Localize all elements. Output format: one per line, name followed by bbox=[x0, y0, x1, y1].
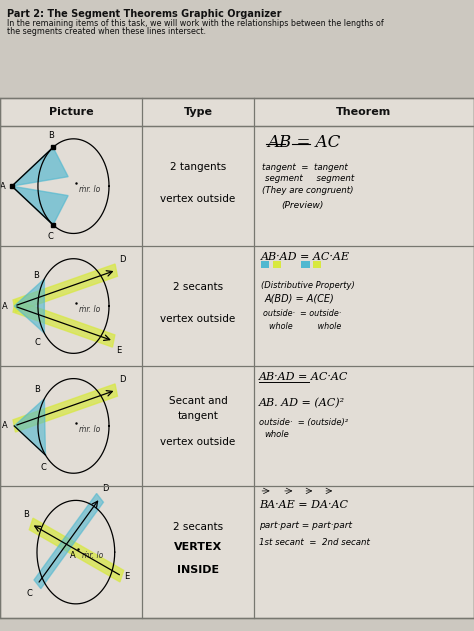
Polygon shape bbox=[29, 518, 124, 582]
Text: ṁr. lo: ṁr. lo bbox=[79, 425, 100, 433]
Text: (Distributive Property): (Distributive Property) bbox=[261, 281, 355, 290]
Text: D: D bbox=[118, 375, 125, 384]
Polygon shape bbox=[14, 279, 45, 333]
Text: Picture: Picture bbox=[49, 107, 93, 117]
Text: vertex outside: vertex outside bbox=[160, 314, 236, 324]
Text: 2 tangents: 2 tangents bbox=[170, 162, 226, 172]
Text: Secant and: Secant and bbox=[169, 396, 227, 406]
Polygon shape bbox=[34, 493, 103, 589]
Bar bbox=[301, 261, 310, 268]
Text: (Preview): (Preview) bbox=[281, 201, 323, 209]
Text: ṁr. lo: ṁr. lo bbox=[79, 305, 100, 314]
Text: AB·AD = AC·AC: AB·AD = AC·AC bbox=[259, 372, 349, 382]
Text: tangent: tangent bbox=[177, 411, 219, 422]
Text: B: B bbox=[33, 271, 39, 280]
Text: D: D bbox=[102, 484, 109, 493]
Polygon shape bbox=[13, 384, 118, 432]
Text: AB. AD = (AC)²: AB. AD = (AC)² bbox=[259, 398, 346, 408]
Text: E: E bbox=[124, 572, 129, 581]
Text: ṁr. lo: ṁr. lo bbox=[82, 551, 103, 560]
Text: D: D bbox=[118, 255, 125, 264]
Bar bbox=[273, 261, 281, 268]
Text: B: B bbox=[48, 131, 54, 140]
Text: whole          whole: whole whole bbox=[269, 322, 341, 331]
Bar bbox=[313, 261, 321, 268]
Text: A(BD) = A(CE): A(BD) = A(CE) bbox=[264, 293, 334, 304]
Text: tangent  =  tangent: tangent = tangent bbox=[262, 163, 348, 172]
Text: BA·AE = DA·AC: BA·AE = DA·AC bbox=[259, 500, 348, 510]
Text: A: A bbox=[2, 422, 8, 430]
Text: the segments created when these lines intersect.: the segments created when these lines in… bbox=[7, 27, 206, 36]
Text: C: C bbox=[40, 463, 46, 471]
Text: (They are congruent): (They are congruent) bbox=[262, 186, 354, 195]
Text: AB·AD = AC·AE: AB·AD = AC·AE bbox=[261, 252, 350, 262]
Text: ṁr. lo: ṁr. lo bbox=[79, 185, 100, 194]
Text: VERTEX: VERTEX bbox=[174, 542, 222, 552]
Polygon shape bbox=[12, 186, 68, 225]
Text: INSIDE: INSIDE bbox=[177, 565, 219, 575]
Text: AB = AC: AB = AC bbox=[267, 134, 340, 151]
Text: outside·  = outside·: outside· = outside· bbox=[263, 309, 341, 318]
Text: outside·  = (outside)²: outside· = (outside)² bbox=[259, 418, 348, 427]
Text: vertex outside: vertex outside bbox=[160, 437, 236, 447]
Text: vertex outside: vertex outside bbox=[160, 194, 236, 204]
Text: whole: whole bbox=[264, 430, 289, 439]
Text: B: B bbox=[23, 510, 29, 519]
Text: C: C bbox=[48, 232, 54, 242]
Text: segment     segment: segment segment bbox=[265, 174, 355, 182]
Text: B: B bbox=[34, 385, 40, 394]
Polygon shape bbox=[13, 300, 115, 347]
Text: part·part = part·part: part·part = part·part bbox=[259, 521, 352, 529]
Text: 2 secants: 2 secants bbox=[173, 522, 223, 532]
Text: A: A bbox=[70, 551, 75, 560]
Text: E: E bbox=[116, 346, 121, 355]
Bar bbox=[261, 261, 269, 268]
Text: C: C bbox=[27, 589, 33, 598]
Text: C: C bbox=[35, 338, 41, 347]
Text: Theorem: Theorem bbox=[336, 107, 392, 117]
Polygon shape bbox=[13, 264, 118, 312]
Polygon shape bbox=[12, 148, 68, 186]
Text: Type: Type bbox=[183, 107, 212, 117]
Text: A: A bbox=[0, 182, 6, 191]
Text: Part 2: The Segment Theorems Graphic Organizer: Part 2: The Segment Theorems Graphic Org… bbox=[7, 9, 282, 20]
Polygon shape bbox=[14, 399, 46, 455]
Text: A: A bbox=[2, 302, 8, 310]
Text: 1st secant  =  2nd secant: 1st secant = 2nd secant bbox=[259, 538, 370, 546]
Text: In the remaining items of this task, we will work with the relationships between: In the remaining items of this task, we … bbox=[7, 19, 384, 28]
Bar bbox=[0, 98, 474, 618]
Text: 2 secants: 2 secants bbox=[173, 282, 223, 292]
